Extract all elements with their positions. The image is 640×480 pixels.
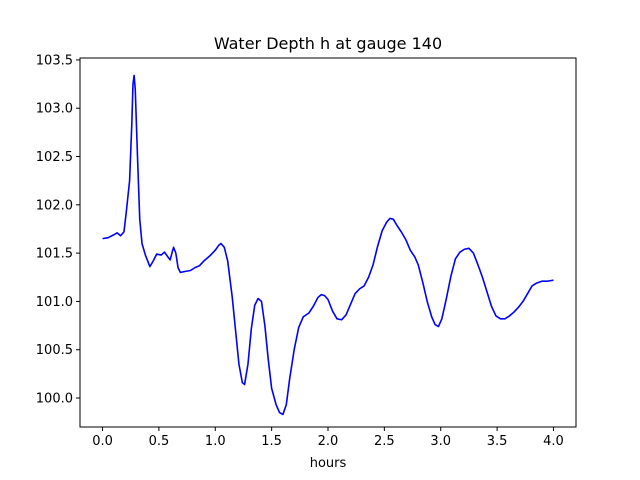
- y-tick-label: 101.5: [36, 247, 73, 262]
- plot-frame: [79, 57, 577, 428]
- series-line-0: [102, 74, 554, 416]
- x-tick-label: 3.0: [430, 434, 451, 449]
- y-tick-label: 102.5: [36, 150, 73, 165]
- x-tick-label: 0.0: [92, 434, 113, 449]
- x-tick-label: 2.0: [318, 434, 339, 449]
- x-axis-label: hours: [310, 456, 347, 471]
- x-tick-label: 3.5: [487, 434, 508, 449]
- x-tick-label: 2.5: [374, 434, 395, 449]
- chart-title: Water Depth h at gauge 140: [214, 34, 442, 53]
- y-tick-label: 102.0: [36, 198, 73, 213]
- x-tick-label: 4.0: [543, 434, 564, 449]
- y-tick-label: 100.5: [36, 343, 73, 358]
- y-tick-label: 101.0: [36, 295, 73, 310]
- x-tick-label: 1.5: [261, 434, 282, 449]
- y-tick-label: 100.0: [36, 392, 73, 407]
- x-tick-label: 1.0: [205, 434, 226, 449]
- y-axis: 100.0 100.5 101.0 101.5 102.0 102.5 103.0 103.5: [36, 53, 80, 407]
- x-tick-label: 0.5: [149, 434, 170, 449]
- x-axis: 0.0 0.5 1.0 1.5 2.0 2.5 3.0 3.5 4.0: [92, 427, 564, 449]
- y-tick-label: 103.5: [36, 53, 73, 68]
- y-tick-label: 103.0: [36, 102, 73, 117]
